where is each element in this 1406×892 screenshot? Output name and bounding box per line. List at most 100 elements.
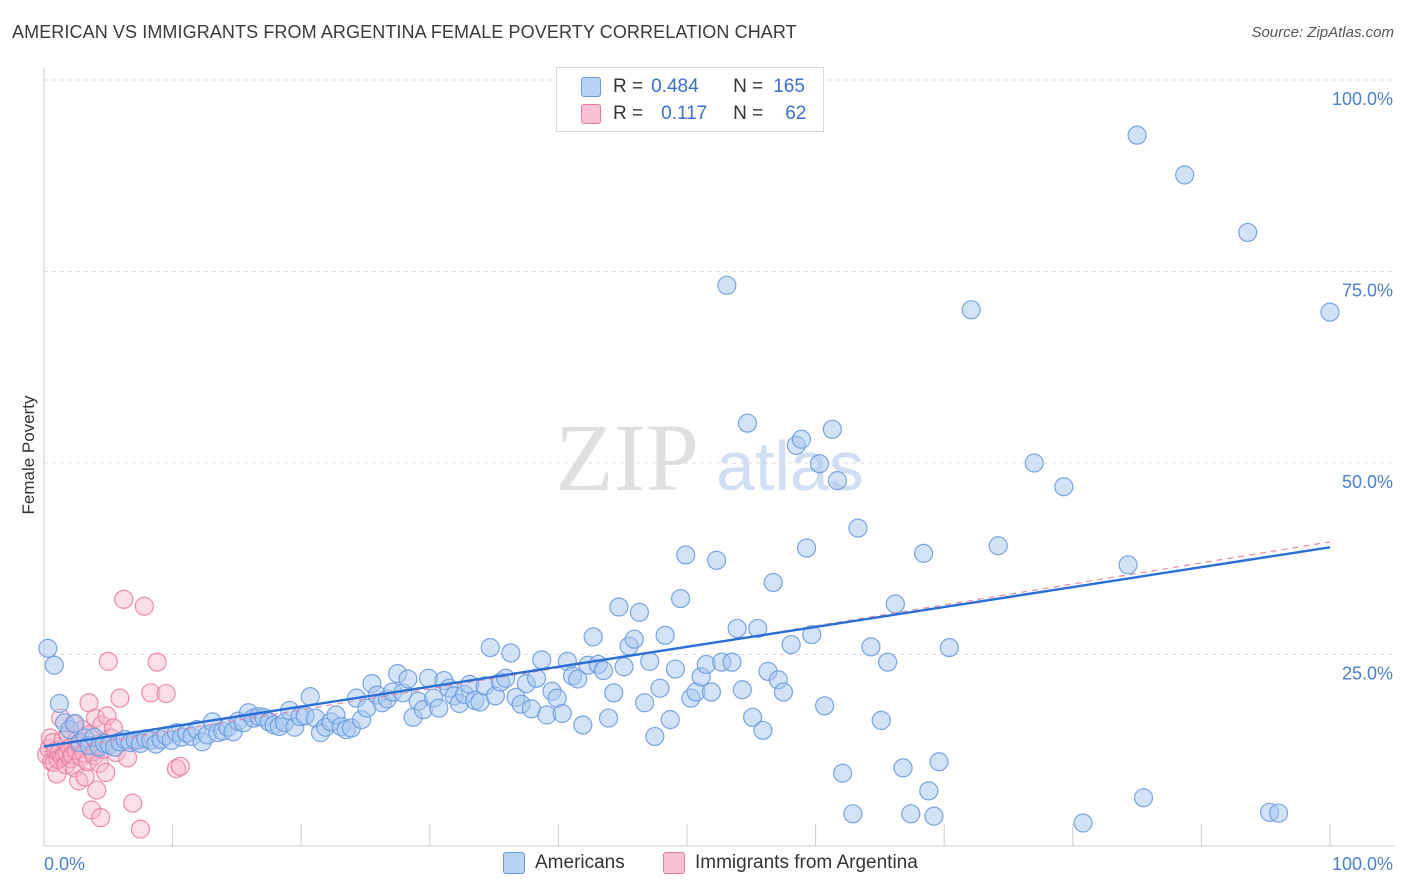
legend-item-americans: Americans — [503, 852, 625, 874]
americans-point — [655, 625, 675, 645]
americans-point — [65, 713, 85, 734]
legend-swatch-pink — [663, 852, 685, 874]
americans-point — [914, 543, 934, 563]
chart-title: AMERICAN VS IMMIGRANTS FROM ARGENTINA FE… — [12, 22, 797, 42]
legend-r-value: 0.484 — [651, 76, 699, 97]
x-tick-label: 100.0% — [1332, 854, 1393, 874]
americans-point — [670, 588, 691, 609]
americans-point — [901, 804, 921, 824]
y-tick-label: 100.0% — [1332, 89, 1393, 109]
americans-point — [706, 550, 727, 570]
americans-point — [1238, 222, 1258, 243]
legend-swatch-blue — [503, 852, 525, 874]
x-tick-label: 0.0% — [44, 854, 85, 874]
argentina-point — [90, 808, 111, 828]
americans-point — [634, 693, 655, 713]
americans-point — [583, 627, 603, 647]
americans-point — [939, 638, 959, 658]
americans-point — [753, 720, 773, 740]
y-axis-label: Female Poverty — [19, 395, 38, 515]
americans-point — [1320, 302, 1340, 322]
legend-swatch-pink — [581, 104, 601, 124]
series-legend: Americans Immigrants from Argentina — [0, 852, 1406, 878]
americans-point — [38, 638, 58, 658]
argentina-point — [98, 651, 118, 671]
americans-point — [532, 650, 552, 670]
argentina-point — [87, 780, 107, 800]
americans-point — [645, 726, 665, 747]
argentina-point — [156, 683, 176, 704]
americans-point — [871, 710, 891, 730]
americans-point — [732, 680, 752, 700]
source-label: Source: ZipAtlas.com — [1251, 24, 1394, 41]
legend-n-value: 165 — [773, 76, 805, 97]
stats-legend: R = 0.484 N = 165 R = 0.117 N = 62 — [556, 67, 824, 132]
argentina-point — [75, 767, 95, 787]
americans-point — [568, 669, 588, 689]
tick-labels: 25.0% 50.0% 75.0% 100.0% 0.0% 100.0% — [44, 89, 1393, 874]
americans-point — [604, 683, 624, 703]
americans-point — [737, 413, 758, 433]
americans-point — [660, 710, 680, 730]
americans-point — [802, 624, 822, 645]
americans-point — [665, 659, 686, 679]
americans-points — [38, 125, 1340, 833]
legend-n-value: 62 — [785, 103, 807, 124]
legend-row-americans: R = 0.484 N = 165 — [581, 75, 805, 99]
americans-point — [781, 634, 801, 655]
legend-r-label: R = — [613, 103, 644, 124]
americans-point — [501, 643, 521, 663]
americans-point — [848, 518, 868, 538]
americans-point — [1175, 165, 1195, 185]
americans-point — [398, 669, 418, 689]
argentina-point — [141, 683, 161, 703]
americans-point — [796, 538, 817, 558]
americans-point — [885, 594, 905, 614]
argentina-point — [110, 688, 130, 708]
americans-point — [624, 629, 644, 649]
legend-swatch-blue — [581, 77, 601, 97]
americans-point — [924, 806, 944, 826]
y-tick-label: 50.0% — [1342, 472, 1393, 492]
americans-point — [748, 618, 768, 639]
y-tick-label: 75.0% — [1342, 281, 1393, 301]
americans-point — [480, 638, 500, 658]
americans-point — [827, 471, 848, 491]
americans-point — [614, 657, 634, 677]
americans-point — [1127, 125, 1147, 145]
argentina-point — [96, 762, 116, 783]
axes — [43, 68, 1394, 847]
legend-r-value: 0.117 — [661, 103, 708, 124]
y-tick-label: 25.0% — [1342, 664, 1393, 684]
argentina-point — [114, 589, 134, 609]
americans-point — [791, 429, 812, 449]
americans-point — [929, 752, 949, 772]
americans-point — [429, 698, 449, 718]
americans-point — [1024, 453, 1044, 473]
americans-point — [676, 545, 696, 565]
argentina-point — [123, 793, 143, 813]
argentina-point — [97, 706, 117, 726]
americans-point — [919, 781, 939, 801]
americans-point — [815, 696, 835, 716]
americans-point — [1118, 555, 1138, 575]
americans-point — [878, 652, 898, 672]
americans-point — [701, 682, 722, 702]
legend-label-americans: Americans — [535, 852, 625, 873]
americans-point — [609, 597, 629, 617]
americans-point — [722, 652, 742, 672]
americans-point — [650, 678, 670, 698]
americans-point — [727, 618, 747, 639]
americans-point — [833, 763, 853, 783]
americans-point — [629, 602, 650, 622]
trend-lines — [43, 541, 1331, 753]
legend-r-label: R = — [613, 76, 644, 97]
americans-point — [300, 687, 320, 707]
americans-point — [763, 572, 783, 593]
argentina-point — [147, 652, 167, 672]
americans-trend-line — [43, 546, 1331, 748]
americans-point — [1133, 788, 1154, 808]
americans-point — [1054, 477, 1074, 497]
americans-point — [961, 300, 981, 320]
americans-point — [773, 682, 794, 702]
